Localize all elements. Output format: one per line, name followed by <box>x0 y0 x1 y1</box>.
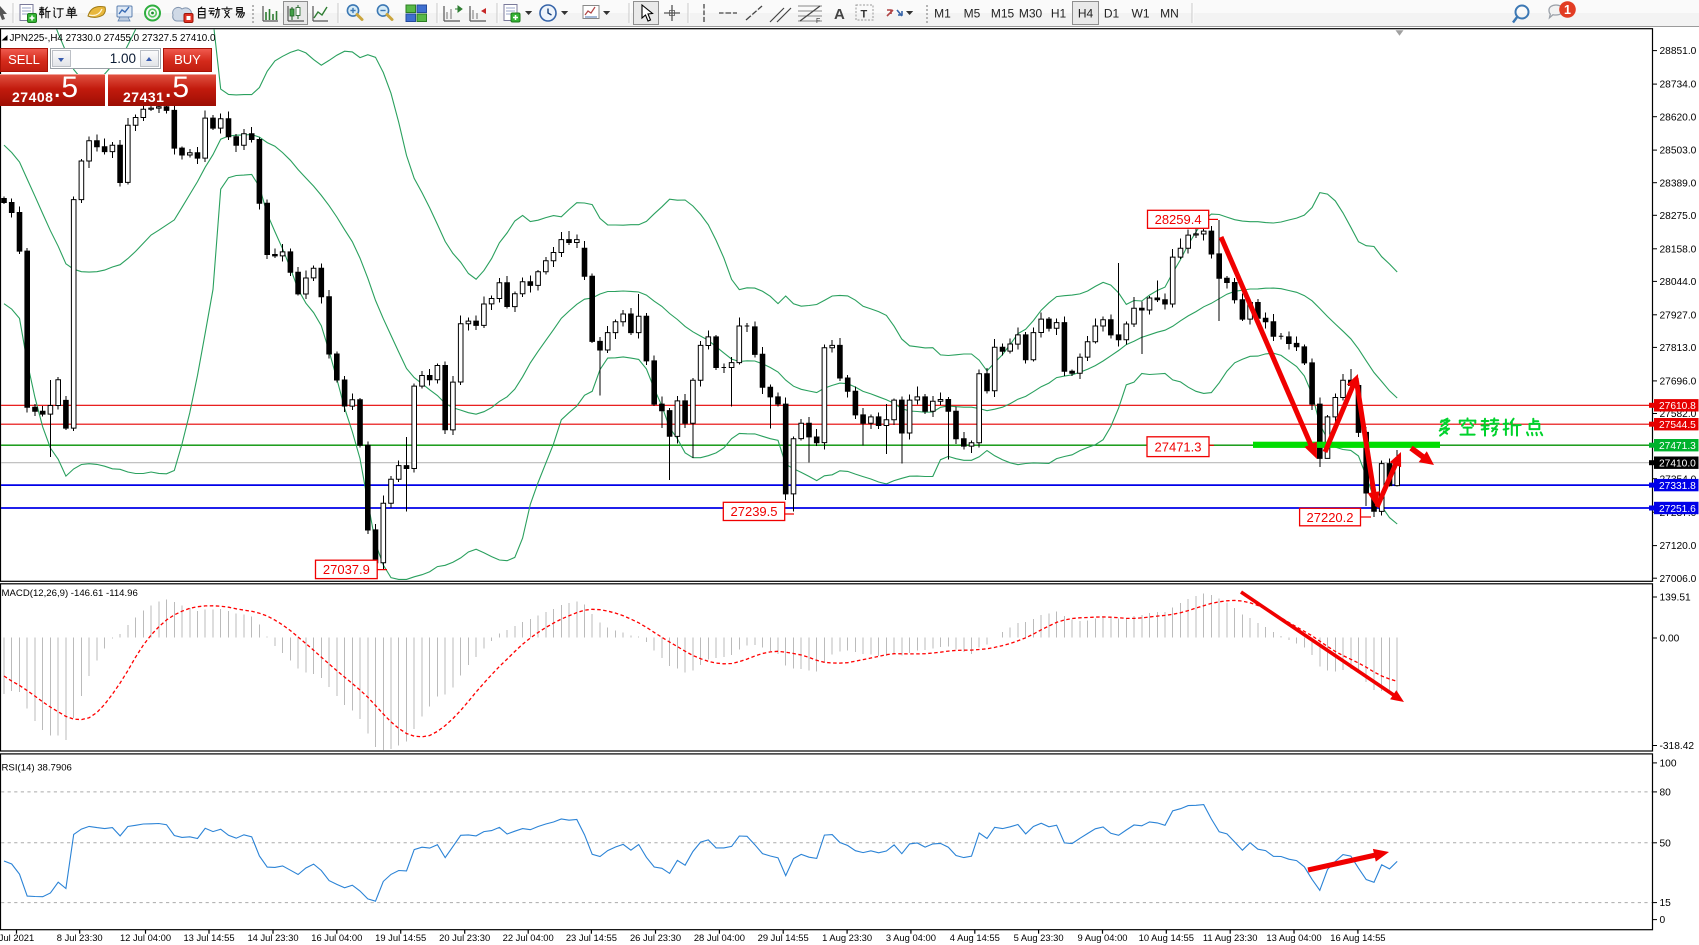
svg-text:3 Aug 04:00: 3 Aug 04:00 <box>886 932 936 943</box>
svg-text:80: 80 <box>1660 788 1672 799</box>
svg-text:27331.8: 27331.8 <box>1659 481 1696 492</box>
svg-text:28620.0: 28620.0 <box>1660 112 1697 123</box>
svg-text:A: A <box>834 6 845 23</box>
svg-text:M5: M5 <box>964 7 981 21</box>
svg-text:27471.3: 27471.3 <box>1155 439 1202 454</box>
svg-text:F: F <box>816 18 820 25</box>
svg-text:27696.0: 27696.0 <box>1660 377 1697 388</box>
svg-text:14 Jul 23:30: 14 Jul 23:30 <box>247 932 298 943</box>
svg-text:M1: M1 <box>934 7 951 21</box>
svg-text:13 Jul 14:55: 13 Jul 14:55 <box>183 932 234 943</box>
svg-text:28734.0: 28734.0 <box>1660 80 1697 91</box>
svg-text:100: 100 <box>1660 759 1677 770</box>
svg-text:W1: W1 <box>1132 7 1150 21</box>
svg-text:27582.0: 27582.0 <box>1660 409 1697 420</box>
svg-text:12 Jul 04:00: 12 Jul 04:00 <box>120 932 171 943</box>
svg-text:28259.4: 28259.4 <box>1155 212 1202 227</box>
svg-text:8 Jul 23:30: 8 Jul 23:30 <box>57 932 103 943</box>
svg-text:28158.0: 28158.0 <box>1660 244 1697 255</box>
svg-text:27813.0: 27813.0 <box>1660 343 1697 354</box>
svg-text:27927.0: 27927.0 <box>1660 310 1697 321</box>
svg-text:27037.9: 27037.9 <box>323 562 370 577</box>
svg-text:MN: MN <box>1160 7 1179 21</box>
svg-text:M15: M15 <box>991 7 1015 21</box>
svg-text:4 Aug 14:55: 4 Aug 14:55 <box>950 932 1000 943</box>
svg-text:139.51: 139.51 <box>1660 593 1691 604</box>
svg-text:26 Jul 23:30: 26 Jul 23:30 <box>630 932 681 943</box>
svg-text:16 Jul 04:00: 16 Jul 04:00 <box>311 932 362 943</box>
svg-text:RSI(14) 38.7906: RSI(14) 38.7906 <box>2 762 72 773</box>
svg-text:H4: H4 <box>1078 7 1094 21</box>
svg-text:23 Jul 14:55: 23 Jul 14:55 <box>566 932 617 943</box>
svg-text:Jul 2021: Jul 2021 <box>0 932 34 943</box>
svg-text:27120.0: 27120.0 <box>1660 541 1697 552</box>
svg-text:15: 15 <box>1660 898 1672 909</box>
svg-text:27220.2: 27220.2 <box>1307 510 1354 525</box>
svg-text:16 Aug 14:55: 16 Aug 14:55 <box>1330 932 1385 943</box>
svg-text:27251.6: 27251.6 <box>1659 504 1696 515</box>
svg-text:9 Aug 04:00: 9 Aug 04:00 <box>1077 932 1127 943</box>
svg-text:0: 0 <box>1660 915 1666 926</box>
svg-text:28 Jul 04:00: 28 Jul 04:00 <box>694 932 745 943</box>
svg-text:28389.0: 28389.0 <box>1660 178 1697 189</box>
svg-text:JPN225-,H4 27330.0 27455.0 27: JPN225-,H4 27330.0 27455.0 27327.5 27410… <box>10 33 216 44</box>
svg-text:MACD(12,26,9) -146.61 -114.96: MACD(12,26,9) -146.61 -114.96 <box>2 588 138 599</box>
svg-text:28851.0: 28851.0 <box>1660 46 1697 57</box>
svg-text:27610.8: 27610.8 <box>1659 401 1696 412</box>
svg-text:28275.0: 28275.0 <box>1660 211 1697 222</box>
svg-text:M30: M30 <box>1019 7 1043 21</box>
svg-text:27239.5: 27239.5 <box>731 504 778 519</box>
svg-text:28503.0: 28503.0 <box>1660 146 1697 157</box>
svg-text:27006.0: 27006.0 <box>1660 574 1697 585</box>
svg-text:27410.0: 27410.0 <box>1659 459 1696 470</box>
svg-text:D1: D1 <box>1104 7 1120 21</box>
svg-text:27471.3: 27471.3 <box>1659 441 1696 452</box>
svg-text:20 Jul 23:30: 20 Jul 23:30 <box>439 932 490 943</box>
svg-text:11 Aug 23:30: 11 Aug 23:30 <box>1203 932 1258 943</box>
svg-text:0.00: 0.00 <box>1660 634 1680 645</box>
svg-text:10 Aug 14:55: 10 Aug 14:55 <box>1139 932 1194 943</box>
svg-text:50: 50 <box>1660 838 1672 849</box>
svg-text:19 Jul 14:55: 19 Jul 14:55 <box>375 932 426 943</box>
svg-text:27544.5: 27544.5 <box>1659 420 1696 431</box>
svg-text:5 Aug 23:30: 5 Aug 23:30 <box>1014 932 1064 943</box>
svg-text:1 Aug 23:30: 1 Aug 23:30 <box>822 932 872 943</box>
svg-text:1: 1 <box>1564 3 1571 17</box>
svg-text:T: T <box>861 9 868 21</box>
svg-text:29 Jul 14:55: 29 Jul 14:55 <box>758 932 809 943</box>
svg-text:-318.42: -318.42 <box>1660 741 1695 752</box>
svg-text:H1: H1 <box>1051 7 1067 21</box>
svg-text:22 Jul 04:00: 22 Jul 04:00 <box>503 932 554 943</box>
svg-text:13 Aug 04:00: 13 Aug 04:00 <box>1266 932 1321 943</box>
svg-text:28044.0: 28044.0 <box>1660 277 1697 288</box>
